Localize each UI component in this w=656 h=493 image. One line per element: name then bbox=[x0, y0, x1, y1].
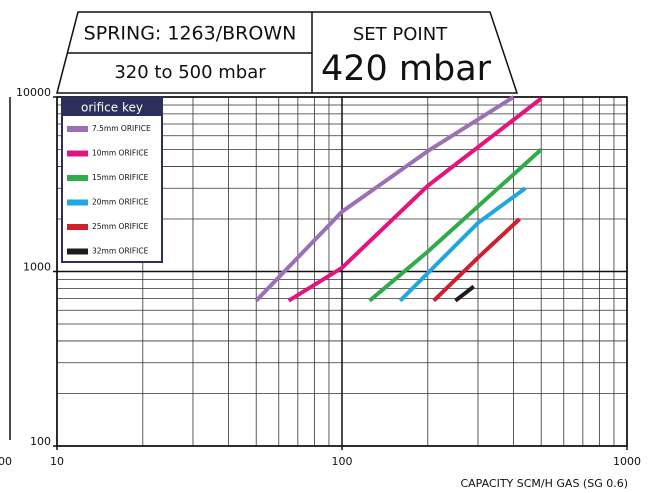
legend-swatch bbox=[67, 150, 88, 157]
series-line bbox=[454, 284, 476, 303]
range-label: 320 to 500 mbar bbox=[114, 62, 266, 83]
series-line bbox=[287, 96, 543, 303]
legend-label: 20mm ORIFICE bbox=[92, 198, 149, 207]
legend-swatch bbox=[67, 199, 88, 206]
legend-swatch bbox=[67, 224, 88, 230]
x-tick-label: 1000 bbox=[613, 455, 641, 468]
legend-label: 25mm ORIFICE bbox=[92, 222, 149, 231]
header: SPRING: 1263/BROWN 320 to 500 mbar SET P… bbox=[56, 11, 519, 94]
y-tick-label: 1000 bbox=[23, 261, 51, 274]
legend-swatch bbox=[67, 175, 88, 181]
legend-swatch bbox=[67, 248, 88, 255]
legend-title: orifice key bbox=[81, 101, 143, 115]
legend-header bbox=[62, 98, 162, 116]
legend-label: 10mm ORIFICE bbox=[92, 149, 149, 158]
legend-swatch bbox=[67, 126, 88, 132]
x-tick-label: 10 bbox=[50, 455, 64, 468]
series-line bbox=[398, 186, 527, 303]
clipped-label: 00 bbox=[0, 455, 12, 468]
legend-label: 7.5mm ORIFICE bbox=[92, 124, 151, 133]
legend-label: 15mm ORIFICE bbox=[92, 173, 149, 182]
series-line bbox=[432, 217, 521, 303]
x-tick-label: 100 bbox=[332, 455, 353, 468]
series-line bbox=[368, 148, 543, 303]
y-tick-label: 10000 bbox=[16, 86, 51, 99]
spring-label: SPRING: 1263/BROWN bbox=[84, 23, 297, 45]
legend: orifice key 7.5mm ORIFICE 10mm ORIFICE 15mm… bbox=[61, 97, 163, 263]
series-line bbox=[254, 95, 515, 303]
y-tick-label: 100 bbox=[30, 435, 51, 448]
x-axis-label: CAPACITY SCM/H GAS (SG 0.6) bbox=[460, 477, 628, 490]
legend-label: 32mm ORIFICE bbox=[92, 247, 149, 256]
set-point-value: 420 mbar bbox=[321, 49, 492, 89]
set-point-label: SET POINT bbox=[353, 24, 448, 45]
lines bbox=[254, 95, 543, 303]
